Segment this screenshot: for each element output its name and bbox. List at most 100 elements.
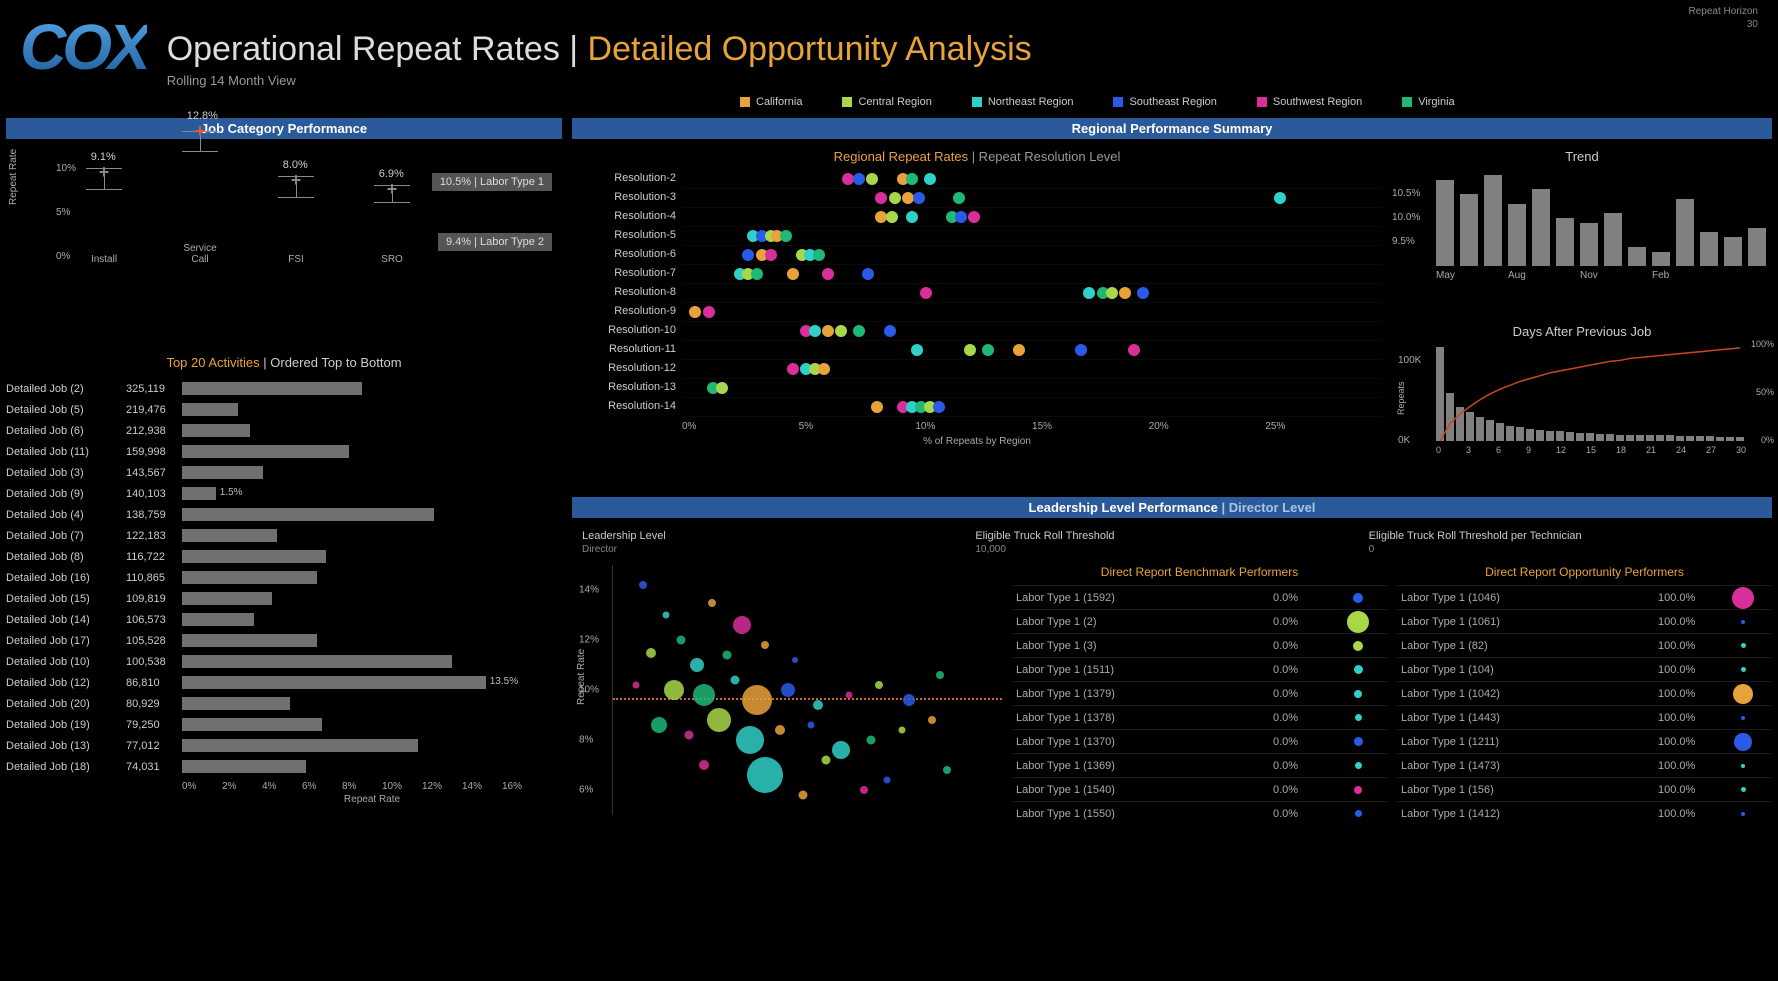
scatter-dot[interactable]	[677, 636, 686, 645]
dotplot-row[interactable]: Resolution-10	[682, 322, 1382, 341]
perf-row[interactable]: Labor Type 1 (1369) 0.0%	[1012, 753, 1387, 777]
dapj-bar[interactable]	[1676, 436, 1684, 441]
perf-row[interactable]: Labor Type 1 (1592) 0.0%	[1012, 585, 1387, 609]
perf-row[interactable]: Labor Type 1 (1042) 100.0%	[1397, 681, 1772, 705]
dapj-bar[interactable]	[1616, 435, 1624, 441]
trend-bar[interactable]	[1628, 247, 1646, 266]
dotplot-dot[interactable]	[1013, 344, 1025, 356]
perf-row[interactable]: Labor Type 1 (1550) 0.0%	[1012, 801, 1387, 825]
scatter-dot[interactable]	[747, 757, 783, 793]
dotplot-dot[interactable]	[862, 268, 874, 280]
top20-row[interactable]: Detailed Job (10) 100,538	[6, 651, 562, 672]
perf-row[interactable]: Labor Type 1 (1443) 100.0%	[1397, 705, 1772, 729]
dotplot-dot[interactable]	[1128, 344, 1140, 356]
scatter-dot[interactable]	[928, 716, 936, 724]
scatter-dot[interactable]	[799, 791, 808, 800]
legend-item[interactable]: Southwest Region	[1257, 96, 1362, 108]
dotplot-dot[interactable]	[982, 344, 994, 356]
scatter-dot[interactable]	[646, 648, 656, 658]
dapj-bar[interactable]	[1576, 433, 1584, 441]
jcp-category[interactable]: 8.0% + FSI	[268, 138, 324, 265]
dotplot-dot[interactable]	[866, 173, 878, 185]
trend-bar[interactable]	[1508, 204, 1526, 266]
scatter-dot[interactable]	[693, 684, 715, 706]
legend-item[interactable]: Central Region	[842, 96, 931, 108]
legend-item[interactable]: Northeast Region	[972, 96, 1074, 108]
dapj-bar[interactable]	[1546, 431, 1554, 441]
perf-row[interactable]: Labor Type 1 (156) 100.0%	[1397, 777, 1772, 801]
dotplot-dot[interactable]	[787, 268, 799, 280]
dotplot-dot[interactable]	[1274, 192, 1286, 204]
scatter-dot[interactable]	[632, 682, 639, 689]
dapj-bar[interactable]	[1586, 433, 1594, 441]
scatter-dot[interactable]	[685, 731, 694, 740]
scatter-dot[interactable]	[883, 777, 890, 784]
trend-bar[interactable]	[1484, 175, 1502, 266]
dotplot-dot[interactable]	[813, 249, 825, 261]
dotplot-dot[interactable]	[964, 344, 976, 356]
dotplot-dot[interactable]	[1137, 287, 1149, 299]
scatter-dot[interactable]	[781, 683, 795, 697]
dapj-bar[interactable]	[1496, 423, 1504, 441]
dapj-bar[interactable]	[1626, 435, 1634, 441]
scatter-dot[interactable]	[730, 676, 739, 685]
days-after-chart[interactable]: Days After Previous Job Repeats100K0K100…	[1392, 320, 1772, 495]
dotplot-dot[interactable]	[924, 173, 936, 185]
dotplot-dot[interactable]	[968, 211, 980, 223]
dapj-bar[interactable]	[1566, 432, 1574, 441]
dapj-bar[interactable]	[1736, 437, 1744, 441]
dotplot-row[interactable]: Resolution-11	[682, 341, 1382, 360]
dotplot-dot[interactable]	[953, 192, 965, 204]
perf-row[interactable]: Labor Type 1 (2) 0.0%	[1012, 609, 1387, 633]
trend-bar[interactable]	[1436, 180, 1454, 266]
scatter-dot[interactable]	[639, 581, 647, 589]
top20-row[interactable]: Detailed Job (5) 219,476	[6, 399, 562, 420]
dapj-bar[interactable]	[1666, 435, 1674, 441]
trend-bar[interactable]	[1580, 223, 1598, 266]
dotplot-row[interactable]: Resolution-7	[682, 265, 1382, 284]
trend-bar[interactable]	[1604, 213, 1622, 266]
dapj-bar[interactable]	[1436, 347, 1444, 441]
dapj-bar[interactable]	[1516, 427, 1524, 441]
dotplot-row[interactable]: Resolution-8	[682, 284, 1382, 303]
dapj-bar[interactable]	[1536, 430, 1544, 441]
scatter-dot[interactable]	[651, 717, 667, 733]
perf-row[interactable]: Labor Type 1 (1211) 100.0%	[1397, 729, 1772, 753]
dapj-bar[interactable]	[1706, 436, 1714, 441]
scatter-dot[interactable]	[690, 658, 704, 672]
dapj-bar[interactable]	[1716, 437, 1724, 441]
dotplot-dot[interactable]	[889, 192, 901, 204]
scatter-dot[interactable]	[860, 786, 868, 794]
top20-row[interactable]: Detailed Job (15) 109,819	[6, 588, 562, 609]
top20-row[interactable]: Detailed Job (14) 106,573	[6, 609, 562, 630]
scatter-dot[interactable]	[813, 700, 823, 710]
top20-row[interactable]: Detailed Job (2) 325,119	[6, 378, 562, 399]
perf-row[interactable]: Labor Type 1 (1412) 100.0%	[1397, 801, 1772, 825]
dapj-bar[interactable]	[1556, 431, 1564, 441]
top20-row[interactable]: Detailed Job (11) 159,998	[6, 441, 562, 462]
scatter-dot[interactable]	[792, 657, 798, 663]
scatter-dot[interactable]	[903, 694, 915, 706]
opportunity-table[interactable]: Direct Report Opportunity Performers Lab…	[1397, 565, 1772, 825]
perf-row[interactable]: Labor Type 1 (82) 100.0%	[1397, 633, 1772, 657]
dapj-bar[interactable]	[1686, 436, 1694, 441]
dotplot-dot[interactable]	[853, 325, 865, 337]
dotplot-row[interactable]: Resolution-2	[682, 170, 1382, 189]
top20-row[interactable]: Detailed Job (8) 116,722	[6, 546, 562, 567]
dapj-bar[interactable]	[1486, 420, 1494, 441]
dotplot-dot[interactable]	[875, 192, 887, 204]
scatter-dot[interactable]	[663, 612, 670, 619]
perf-row[interactable]: Labor Type 1 (3) 0.0%	[1012, 633, 1387, 657]
trend-bar[interactable]	[1700, 232, 1718, 266]
dapj-bar[interactable]	[1726, 437, 1734, 441]
dotplot-dot[interactable]	[689, 306, 701, 318]
top20-row[interactable]: Detailed Job (12) 86,810 13.5%	[6, 672, 562, 693]
trend-bar[interactable]	[1724, 237, 1742, 266]
dotplot-dot[interactable]	[822, 325, 834, 337]
dapj-bar[interactable]	[1606, 434, 1614, 441]
dapj-bar[interactable]	[1456, 407, 1464, 441]
job-category-chart[interactable]: Repeat Rate 10%5%0% 9.1% + Install 12.8%…	[6, 145, 562, 325]
dapj-bar[interactable]	[1476, 417, 1484, 441]
leadership-scatter[interactable]: Repeat Rate 14%12%10%8%6%	[572, 565, 1002, 825]
scatter-dot[interactable]	[736, 726, 764, 754]
